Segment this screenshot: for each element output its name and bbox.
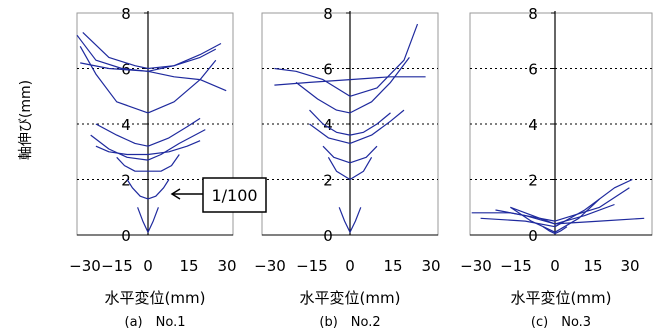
x-tick-label: −30 <box>460 257 492 275</box>
y-tick-label: 8 <box>121 5 131 23</box>
y-tick-label: 2 <box>121 172 131 190</box>
x-tick-label: 0 <box>143 257 153 275</box>
hysteresis-curve <box>295 57 410 114</box>
y-axis-label: 軸伸び(mm) <box>18 80 34 160</box>
y-tick-label: 0 <box>528 227 538 245</box>
hysteresis-curve <box>309 109 405 144</box>
hysteresis-curve <box>116 154 180 172</box>
x-tick-label: 15 <box>179 257 198 275</box>
panel-caption: (c) No.3 <box>531 315 591 330</box>
hysteresis-curve <box>274 76 426 86</box>
hysteresis-curve <box>542 226 568 235</box>
x-axis-label: 水平変位(mm) <box>105 289 206 307</box>
hysteresis-curve <box>338 207 362 233</box>
x-tick-label: −15 <box>500 257 532 275</box>
x-tick-label: −30 <box>69 257 101 275</box>
y-tick-label: 2 <box>323 172 333 190</box>
hysteresis-curve <box>274 23 419 97</box>
x-tick-label: 15 <box>583 257 602 275</box>
x-tick-label: 0 <box>345 257 355 275</box>
x-tick-label: 0 <box>550 257 560 275</box>
y-tick-label: 6 <box>323 61 333 79</box>
y-tick-label: 0 <box>323 227 333 245</box>
hysteresis-curve <box>309 109 391 136</box>
y-tick-label: 4 <box>528 116 538 134</box>
hysteresis-curve <box>471 187 630 222</box>
hysteresis-curve <box>80 62 227 92</box>
hysteresis-curve <box>327 156 373 181</box>
y-tick-label: 8 <box>528 5 538 23</box>
x-tick-label: −30 <box>254 257 286 275</box>
hysteresis-curve <box>480 178 633 228</box>
y-tick-label: 6 <box>528 61 538 79</box>
hysteresis-curve <box>95 140 201 156</box>
x-tick-label: 30 <box>217 257 236 275</box>
y-tick-label: 2 <box>528 172 538 190</box>
panel-caption: (a) No.1 <box>125 315 186 330</box>
x-axis-label: 水平変位(mm) <box>300 289 401 307</box>
x-axis-label: 水平変位(mm) <box>511 289 612 307</box>
x-tick-label: 30 <box>421 257 440 275</box>
hysteresis-curve <box>82 31 217 70</box>
y-tick-label: 0 <box>121 227 131 245</box>
x-tick-label: 15 <box>383 257 402 275</box>
hysteresis-curve <box>95 117 201 147</box>
y-tick-label: 8 <box>323 5 333 23</box>
x-tick-label: −15 <box>101 257 133 275</box>
hysteresis-curve <box>322 145 378 164</box>
hysteresis-curve <box>126 179 170 200</box>
x-tick-label: −15 <box>296 257 328 275</box>
annotation-box <box>202 177 267 213</box>
hysteresis-curve <box>510 206 645 225</box>
annotation-arrowhead <box>170 188 181 200</box>
panel-caption: (b) No.2 <box>319 315 380 330</box>
y-tick-label: 4 <box>121 116 131 134</box>
annotation-label: 1/100 <box>211 186 257 205</box>
hysteresis-curve <box>90 129 206 161</box>
annotation-callout: 1/100 <box>170 177 267 213</box>
panel-c: 0 2 4 6 8 −30 −15 0 15 30 水平変位(mm) (c) No.3 <box>460 5 653 330</box>
panel-b: 0 2 4 6 8 −30 −15 0 15 30 水平変位(mm) (b) No.2 <box>254 5 440 330</box>
x-tick-label: 30 <box>620 257 639 275</box>
hysteresis-curve <box>137 207 159 233</box>
y-tick-label: 4 <box>323 116 333 134</box>
